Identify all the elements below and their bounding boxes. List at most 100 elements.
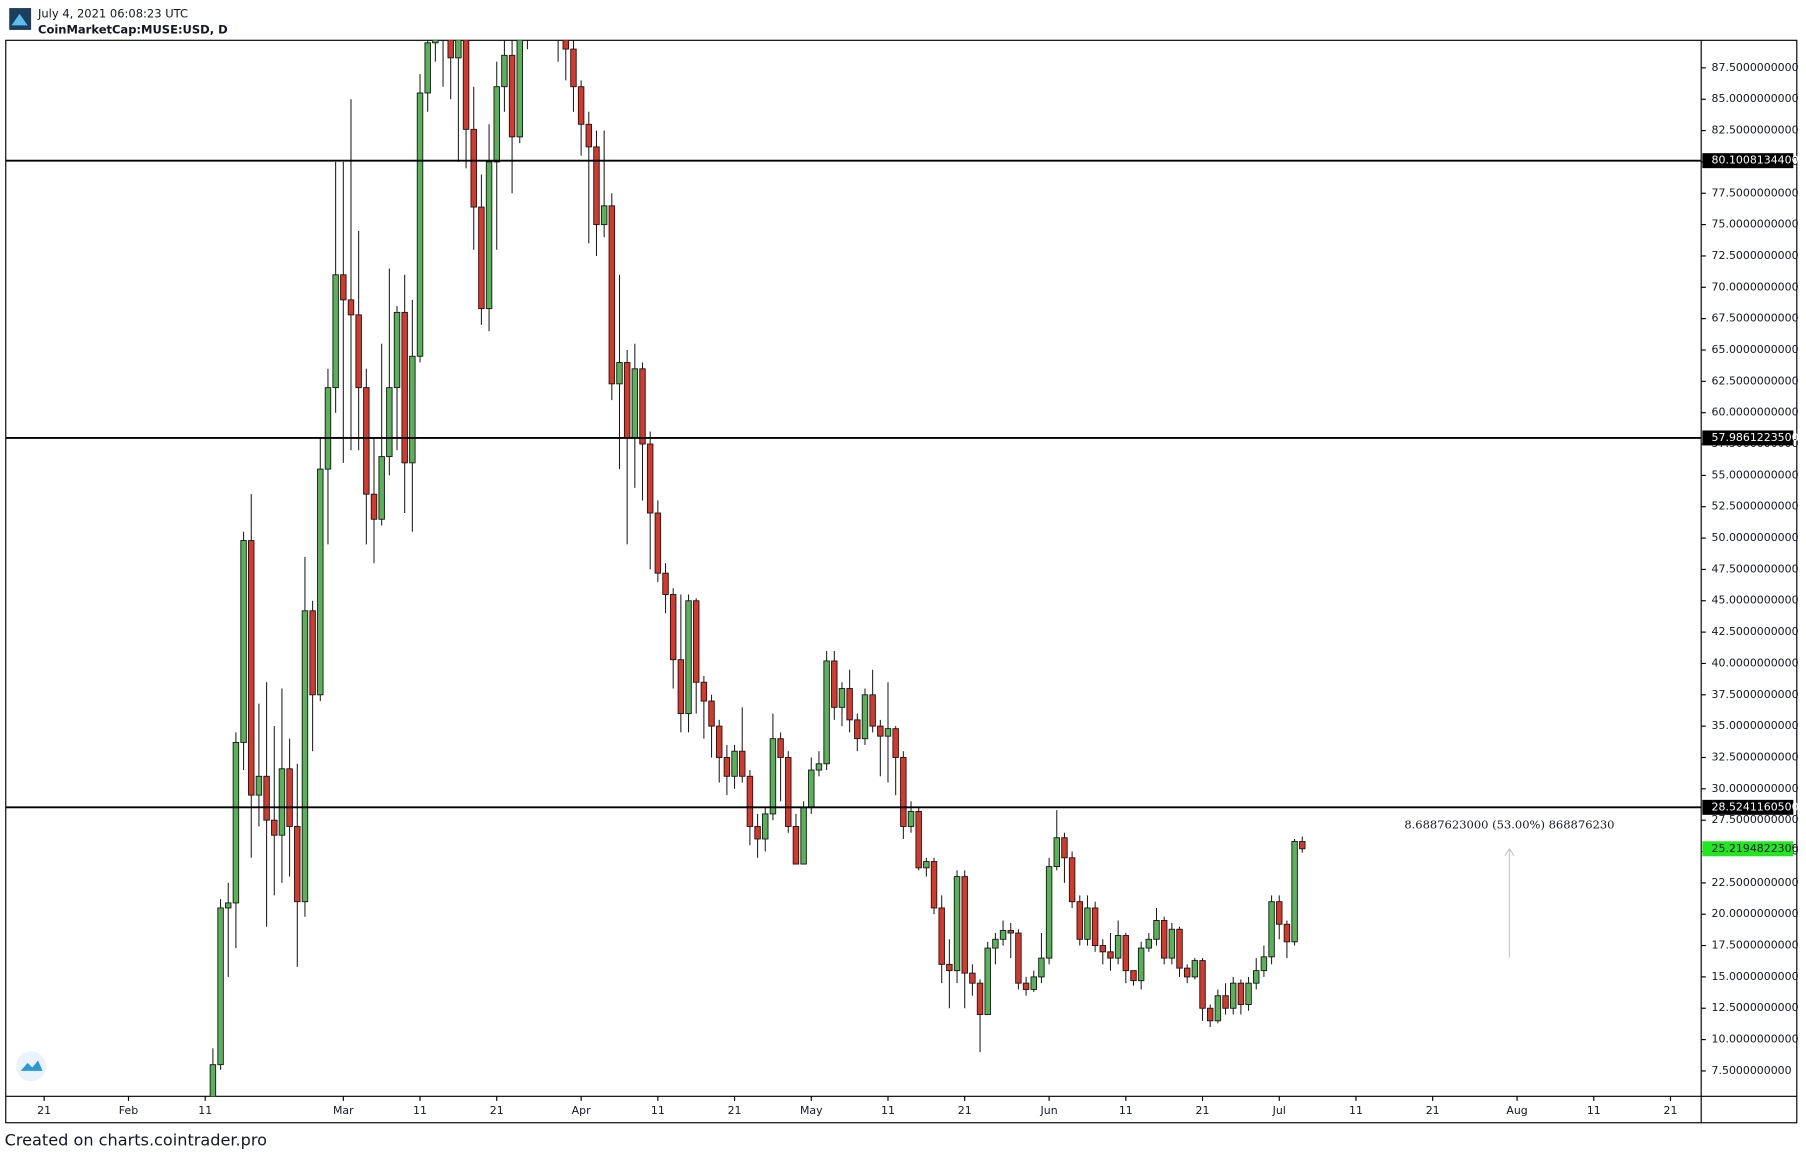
candle-body [370, 493, 378, 520]
candle-body [562, 40, 570, 50]
y-tick-label: 20.0000000000 [1712, 907, 1799, 920]
candle-body [1007, 930, 1014, 934]
chart-frame [5, 39, 1798, 1124]
candle-body [1214, 995, 1222, 1022]
candle-body [1099, 945, 1107, 953]
candle-body [815, 763, 823, 771]
x-tick-label: Apr [572, 1104, 591, 1117]
candle-body [762, 813, 769, 840]
candle-body [363, 387, 370, 495]
candle-body [294, 825, 301, 903]
candle-body [401, 311, 408, 464]
candle-body [969, 972, 976, 984]
candle-body [953, 876, 961, 972]
candle-body [485, 161, 493, 310]
candle-body [923, 861, 930, 869]
candle-body [1114, 935, 1122, 959]
y-tick-label: 37.5000000000 [1712, 688, 1799, 701]
y-tick-label: 50.0000000000 [1712, 531, 1799, 544]
candle-body [792, 825, 800, 865]
candle-body [869, 694, 876, 727]
candle-body [984, 947, 991, 1015]
candle-body [677, 659, 685, 715]
measure-arrowhead [1504, 847, 1515, 857]
y-tick-label: 7.5000000000 [1712, 1064, 1792, 1077]
level-label-bg [1702, 799, 1794, 815]
x-tick-label: Feb [119, 1104, 138, 1117]
candle-body [255, 775, 263, 796]
y-tick-label: 70.0000000000 [1712, 280, 1799, 293]
candle-body [854, 719, 861, 740]
candle-body [708, 700, 715, 727]
candle-body [1122, 935, 1130, 972]
y-tick-label: 12.5000000000 [1712, 1001, 1799, 1014]
axes: 7.5000000000 10.0000000000 12.5000000000 15… [37, 61, 1798, 1117]
candle-body [846, 688, 853, 721]
candle-body [685, 600, 692, 715]
y-tick-label: 87.5000000000 [1712, 61, 1799, 74]
candle-body [938, 907, 945, 965]
plot-area: 8.6887623000 (53.00%) 868876230 [5, 40, 1702, 1097]
candle-body [1145, 938, 1153, 949]
candle-body [1253, 970, 1260, 984]
candle-body [907, 810, 915, 827]
candle-body [1299, 841, 1306, 850]
candle-body [1137, 947, 1145, 982]
candle-body [1229, 982, 1237, 1009]
candle-body [1291, 841, 1298, 943]
candle-body [946, 963, 953, 972]
candle-body [217, 907, 224, 1066]
y-tick-label: 60.0000000000 [1712, 406, 1799, 419]
candle-body [1068, 857, 1076, 903]
candle-body [838, 688, 846, 708]
candle-body [324, 387, 332, 470]
x-tick-label: 21 [1426, 1104, 1440, 1117]
candle-body [1107, 951, 1114, 959]
candle-body [593, 146, 600, 226]
candle-body [992, 938, 999, 949]
candle-body [1160, 920, 1168, 959]
candle-body [340, 274, 347, 301]
y-tick-label: 75.0000000000 [1712, 218, 1799, 231]
watermark-logo [16, 1051, 47, 1082]
candle-body [623, 362, 631, 439]
y-tick-label: 27.5000000000 [1712, 813, 1799, 826]
y-tick-label: 55.0000000000 [1712, 468, 1799, 481]
candle-body [1176, 928, 1183, 969]
level-label: 28.5241160500 [1712, 800, 1799, 813]
y-tick-label: 85.0000000000 [1712, 92, 1799, 105]
x-tick-label: 11 [1587, 1104, 1601, 1117]
candle-body [1053, 837, 1060, 868]
candle-body [1222, 995, 1229, 1009]
candle-body [1183, 967, 1191, 978]
candle-body [1022, 982, 1030, 990]
y-tick-label: 30.0000000000 [1712, 782, 1799, 795]
candle-body [808, 769, 815, 809]
y-tick-label: 32.5000000000 [1712, 750, 1799, 763]
candle-body [1091, 907, 1099, 947]
candle-body [723, 757, 731, 777]
candle-body [1061, 837, 1068, 859]
candle-body [1268, 901, 1275, 958]
x-tick-label: 21 [1664, 1104, 1678, 1117]
y-tick-label: 17.5000000000 [1712, 939, 1799, 952]
candle-body [739, 750, 746, 777]
x-tick-label: Jul [1272, 1104, 1286, 1117]
y-tick-label: 10.0000000000 [1712, 1033, 1799, 1046]
y-tick-label: 40.0000000000 [1712, 656, 1799, 669]
x-tick-label: 11 [198, 1104, 212, 1117]
candle-body [1260, 956, 1268, 972]
measure-label: 8.6887623000 (53.00%) 868876230 [1404, 818, 1614, 832]
candle-body [1084, 907, 1091, 940]
candle-body [731, 750, 738, 777]
level-label: 80.1008134400 [1712, 154, 1799, 167]
candle-body [271, 819, 278, 836]
candle-body [1015, 932, 1022, 984]
candle-body [877, 725, 884, 737]
candle-body [570, 48, 577, 88]
candle-body [432, 40, 439, 44]
candle-body [478, 206, 485, 310]
y-tick-label: 62.5000000000 [1712, 374, 1799, 387]
y-tick-label: 35.0000000000 [1712, 719, 1799, 732]
candle-body [616, 362, 623, 385]
